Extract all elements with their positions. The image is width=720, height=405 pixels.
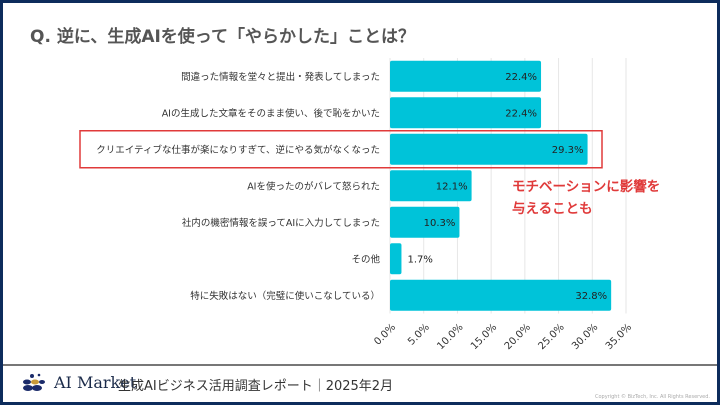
bar: [390, 279, 612, 311]
x-tick-label: 20.0%: [503, 322, 533, 352]
data-label: 32.8%: [575, 291, 607, 302]
x-tick-label: 5.0%: [406, 322, 432, 348]
category-label: クリエイティブな仕事が楽になりすぎて、逆にやる気がなくなった: [96, 144, 380, 156]
x-tick-label: 0.0%: [372, 322, 398, 348]
bar: [390, 97, 542, 129]
footer-divider: [3, 364, 717, 366]
x-tick-label: 25.0%: [536, 322, 566, 352]
data-label: 22.4%: [505, 72, 537, 83]
category-label: AIの生成した文章をそのまま使い、後で恥をかいた: [162, 107, 380, 119]
bar: [390, 60, 542, 92]
data-label: 10.3%: [424, 218, 456, 229]
copyright: Copyright © BizTech, Inc. All Rights Res…: [594, 394, 710, 400]
bar: [390, 133, 588, 165]
data-label: 1.7%: [407, 254, 432, 265]
logo: AI Market: [22, 372, 136, 392]
logo-text: AI Market: [54, 372, 137, 392]
logo-icon: [23, 373, 45, 391]
x-tick-label: 15.0%: [469, 322, 499, 352]
data-label: 12.1%: [436, 181, 468, 192]
x-tick-label: 30.0%: [570, 322, 600, 352]
category-label: 間違った情報を堂々と提出・発表してしまった: [181, 71, 380, 83]
category-label: その他: [351, 253, 380, 265]
bar: [390, 206, 460, 238]
category-label: 特に失敗はない（完璧に使いこなしている）: [190, 290, 380, 302]
chart-title: Q. 逆に、生成AIを使って「やらかした」ことは？: [30, 27, 415, 47]
highlight-box: [79, 130, 603, 169]
bar: [390, 243, 402, 275]
annotation: モチベーションに影響を 与えることも: [512, 179, 661, 217]
bar: [390, 170, 472, 202]
report-title: 生成AIビジネス活用調査レポート｜2025年2月: [118, 379, 394, 394]
data-label: 29.3%: [552, 145, 584, 156]
x-tick-label: 35.0%: [604, 322, 634, 352]
category-label: 社内の機密情報を誤ってAIに入力してしまった: [182, 217, 380, 229]
data-label: 22.4%: [505, 108, 537, 119]
x-tick-label: 10.0%: [435, 322, 465, 352]
bar-chart: 0.0% 5.0% 10.0% 15.0% 20.0% 25.0% 30.0% 35.0% 間違…: [79, 58, 634, 352]
category-label: AIを使ったのがバレて怒られた: [247, 180, 380, 192]
